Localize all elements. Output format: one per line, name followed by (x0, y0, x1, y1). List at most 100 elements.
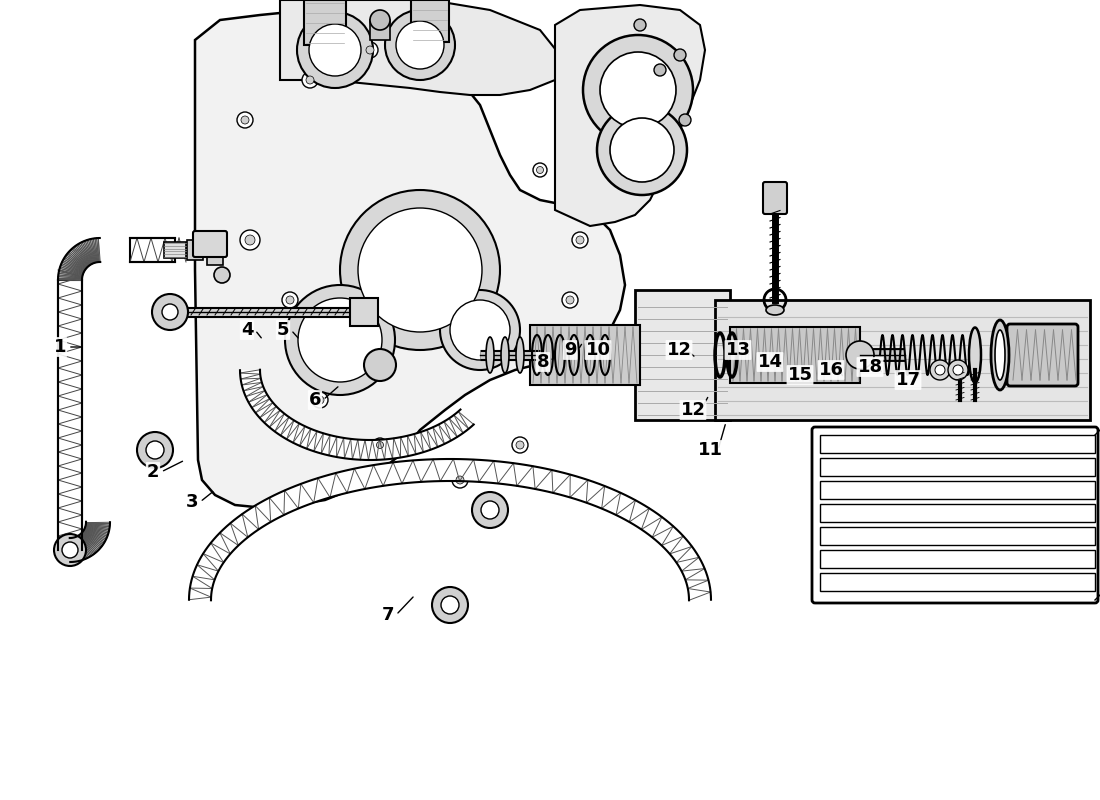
Polygon shape (280, 0, 560, 95)
Bar (730, 327, 860, 383)
Bar (635, 290, 730, 420)
Text: 16: 16 (818, 361, 844, 379)
Text: 18: 18 (857, 358, 882, 376)
Circle shape (935, 365, 945, 375)
Circle shape (537, 166, 543, 174)
Text: 7: 7 (382, 606, 394, 624)
Circle shape (236, 112, 253, 128)
Circle shape (674, 49, 686, 61)
Circle shape (316, 396, 324, 404)
Circle shape (441, 596, 459, 614)
Circle shape (566, 296, 574, 304)
Ellipse shape (969, 327, 981, 382)
Circle shape (634, 19, 646, 31)
Circle shape (297, 12, 373, 88)
FancyBboxPatch shape (763, 182, 786, 214)
Circle shape (948, 360, 968, 380)
Polygon shape (69, 522, 110, 562)
Circle shape (512, 437, 528, 453)
Bar (304, 0, 346, 45)
Circle shape (240, 230, 260, 250)
Text: 2: 2 (146, 463, 160, 481)
Circle shape (679, 114, 691, 126)
Text: 4: 4 (241, 321, 253, 339)
Polygon shape (240, 370, 474, 460)
Circle shape (146, 441, 164, 459)
Circle shape (440, 290, 520, 370)
Bar (820, 573, 1094, 591)
Circle shape (309, 24, 361, 76)
Bar (350, 298, 378, 326)
Circle shape (846, 341, 874, 369)
Bar (820, 527, 1094, 545)
Text: 5: 5 (277, 321, 289, 339)
Circle shape (373, 438, 387, 452)
Circle shape (953, 365, 962, 375)
Bar (820, 504, 1094, 522)
Text: 6: 6 (309, 391, 321, 409)
Text: 15: 15 (788, 366, 813, 384)
Circle shape (576, 236, 584, 244)
Bar (130, 238, 175, 262)
Circle shape (600, 52, 676, 128)
Text: 11: 11 (697, 441, 723, 459)
Circle shape (432, 587, 468, 623)
Circle shape (312, 392, 328, 408)
Text: 12: 12 (681, 401, 705, 419)
Circle shape (557, 366, 563, 374)
Circle shape (285, 285, 395, 395)
Circle shape (54, 534, 86, 566)
FancyBboxPatch shape (192, 231, 227, 257)
Circle shape (376, 442, 384, 449)
Bar (207, 245, 223, 265)
Circle shape (452, 472, 468, 488)
Polygon shape (189, 459, 711, 600)
Bar (370, 20, 390, 40)
Bar (820, 481, 1094, 499)
Circle shape (282, 292, 298, 308)
Ellipse shape (500, 337, 509, 373)
Bar (58, 280, 82, 550)
Circle shape (654, 64, 666, 76)
Text: 14: 14 (758, 353, 782, 371)
Circle shape (286, 296, 294, 304)
Circle shape (306, 76, 313, 84)
Bar (715, 300, 1090, 420)
Circle shape (162, 304, 178, 320)
Text: 12: 12 (667, 341, 692, 359)
Bar (820, 458, 1094, 476)
FancyBboxPatch shape (1006, 324, 1078, 386)
Circle shape (245, 235, 255, 245)
Text: 1: 1 (54, 338, 66, 356)
Circle shape (553, 363, 566, 377)
Bar (530, 325, 640, 385)
Text: 13: 13 (726, 341, 750, 359)
Circle shape (364, 349, 396, 381)
Text: 9: 9 (563, 341, 576, 359)
Bar (411, 0, 449, 42)
Circle shape (481, 501, 499, 519)
Circle shape (385, 10, 455, 80)
Circle shape (456, 476, 464, 484)
Text: 17: 17 (895, 371, 921, 389)
Circle shape (472, 492, 508, 528)
Circle shape (152, 294, 188, 330)
Circle shape (597, 105, 688, 195)
Ellipse shape (766, 305, 784, 315)
Polygon shape (556, 5, 705, 226)
Bar (187, 240, 204, 260)
Text: 10: 10 (585, 341, 611, 359)
Ellipse shape (486, 337, 494, 373)
Circle shape (302, 72, 318, 88)
Circle shape (366, 46, 374, 54)
Text: 8: 8 (537, 353, 549, 371)
Circle shape (583, 35, 693, 145)
Circle shape (450, 300, 510, 360)
Circle shape (930, 360, 950, 380)
Bar (820, 550, 1094, 568)
Circle shape (298, 298, 382, 382)
Ellipse shape (991, 320, 1009, 390)
Circle shape (241, 116, 249, 124)
Circle shape (516, 441, 524, 449)
Circle shape (358, 208, 482, 332)
